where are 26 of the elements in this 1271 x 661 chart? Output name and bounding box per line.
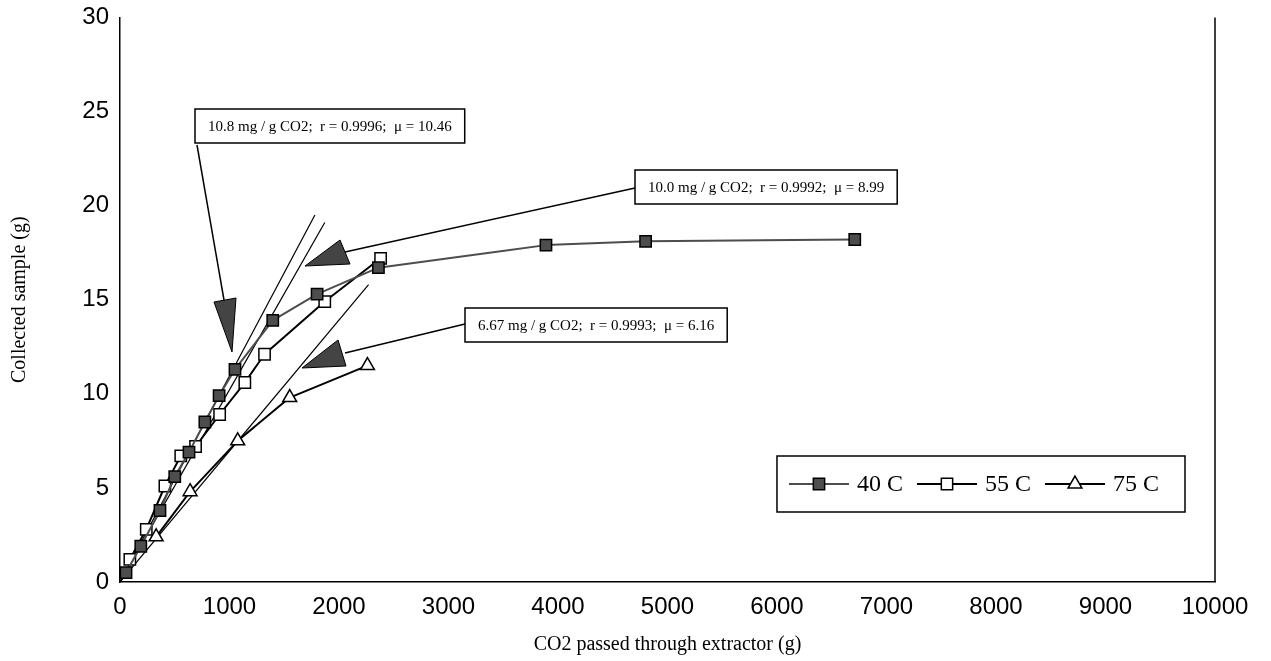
y-tick-label: 5 [95, 472, 109, 500]
y-tick-label: 25 [82, 96, 109, 124]
y-tick-label: 20 [82, 190, 109, 218]
y-tick-label: 10 [82, 378, 109, 406]
annotation: 10.8 mg / g CO2; r = 0.9996; μ = 10.46 [208, 117, 453, 134]
x-tick-label: 8000 [969, 592, 1023, 620]
x-tick-label: 0 [113, 592, 127, 620]
x-tick-label: 3000 [421, 592, 476, 620]
legend-label: 55 C [984, 470, 1031, 497]
x-tick-label: 7000 [859, 592, 914, 620]
legend-label: 40 C [856, 470, 903, 497]
x-tick-label: 10000 [1181, 592, 1249, 620]
legend-label: 75 C [1112, 470, 1160, 497]
y-tick-label: 30 [82, 2, 109, 30]
y-tick-label: 15 [82, 284, 109, 312]
y-axis-title: Collected sample (g) [7, 216, 31, 384]
y-tick-label: 0 [95, 566, 109, 594]
x-tick-label: 4000 [531, 592, 585, 620]
x-tick-label: 9000 [1078, 592, 1133, 620]
x-tick-label: 2000 [312, 592, 366, 620]
annotation: 10.0 mg / g CO2; r = 0.9992; μ = 8.99 [648, 178, 885, 195]
annotation: 6.67 mg / g CO2; r = 0.9993; μ = 6.16 [478, 316, 715, 333]
x-tick-label: 1000 [202, 592, 257, 620]
x-tick-label: 5000 [640, 592, 695, 620]
x-tick-label: 6000 [750, 592, 804, 620]
x-axis-title: CO2 passed through extractor (g) [533, 632, 802, 656]
